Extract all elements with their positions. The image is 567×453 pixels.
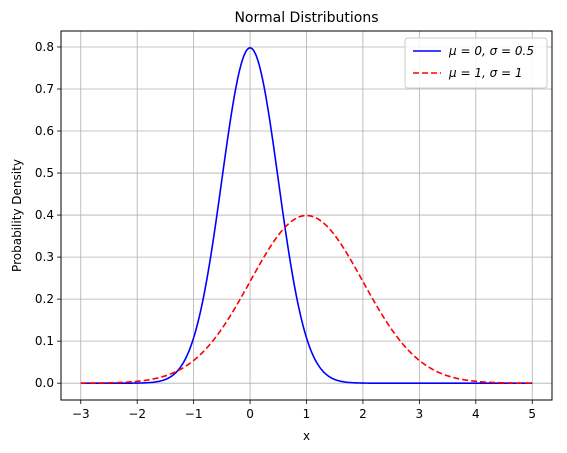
y-tick-label: 0.7 [35,82,54,96]
x-tick-label: −1 [185,407,203,421]
legend: μ = 0, σ = 0.5 μ = 1, σ = 1 [404,37,548,89]
y-axis-label: Probability Density [10,159,24,272]
legend-label-2: μ = 1, σ = 1 [448,66,523,80]
x-tick-label: 4 [472,407,480,421]
series-line-1 [80,47,533,384]
y-tick-label: 0.1 [35,334,54,348]
x-tick-label: 3 [416,407,424,421]
y-tick-label: 0.8 [35,40,54,54]
x-tick-label: 0 [246,407,254,421]
x-tick-label: −2 [128,407,146,421]
chart-title: Normal Distributions [234,10,378,26]
y-tick-label: 0.0 [35,376,54,390]
x-axis-label: x [303,429,310,443]
x-axis-ticks: −3 −2 −1 0 1 2 3 4 5 [72,400,536,421]
y-axis-ticks: 0.0 0.1 0.2 0.3 0.4 0.5 0.6 0.7 0.8 [35,40,61,390]
y-tick-label: 0.2 [35,292,54,306]
x-tick-label: 5 [528,407,536,421]
series-lines [80,47,533,384]
y-tick-label: 0.6 [35,124,54,138]
grid-lines [61,31,552,400]
x-tick-label: −3 [72,407,90,421]
legend-label-1: μ = 0, σ = 0.5 [448,44,534,58]
y-tick-label: 0.5 [35,166,54,180]
y-tick-label: 0.4 [35,208,54,222]
x-tick-label: 1 [303,407,311,421]
y-tick-label: 0.3 [35,250,54,264]
x-tick-label: 2 [359,407,367,421]
series-line-2 [80,214,533,384]
